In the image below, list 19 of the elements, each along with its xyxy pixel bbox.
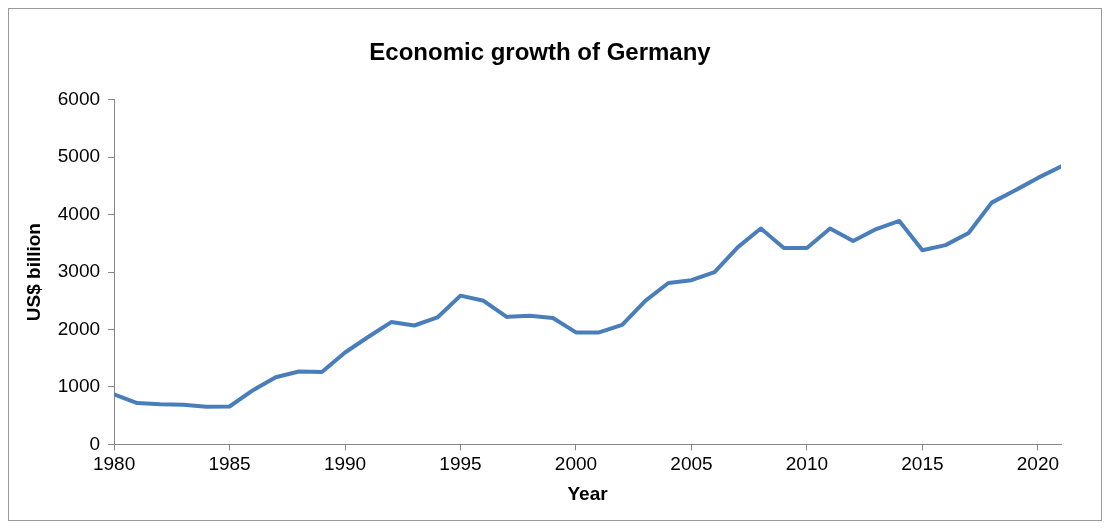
x-tick-label: 1990 (323, 453, 367, 475)
y-tick-label: 5000 (57, 145, 101, 167)
x-tick-label: 2020 (1016, 453, 1060, 475)
y-tick-label: 0 (89, 432, 101, 454)
chart-title: Economic growth of Germany (369, 38, 712, 66)
y-tick-label: 4000 (57, 202, 101, 224)
x-tick-label: 2010 (785, 453, 829, 475)
x-tick-label: 2005 (670, 453, 713, 475)
y-tick-label: 2000 (57, 317, 101, 339)
y-tick-label: 3000 (57, 260, 101, 282)
y-tick-label: 6000 (57, 88, 101, 110)
x-tick-label: 1985 (208, 453, 251, 475)
y-tick-label: 1000 (57, 375, 101, 397)
x-tick-label: 1980 (92, 453, 136, 475)
x-tick-label: 2000 (554, 453, 598, 475)
y-axis-title: US$ billion (22, 223, 44, 322)
x-tick-label: 1995 (439, 453, 482, 475)
x-tick-label: 2015 (901, 453, 944, 475)
x-axis-title: Year (567, 482, 609, 504)
